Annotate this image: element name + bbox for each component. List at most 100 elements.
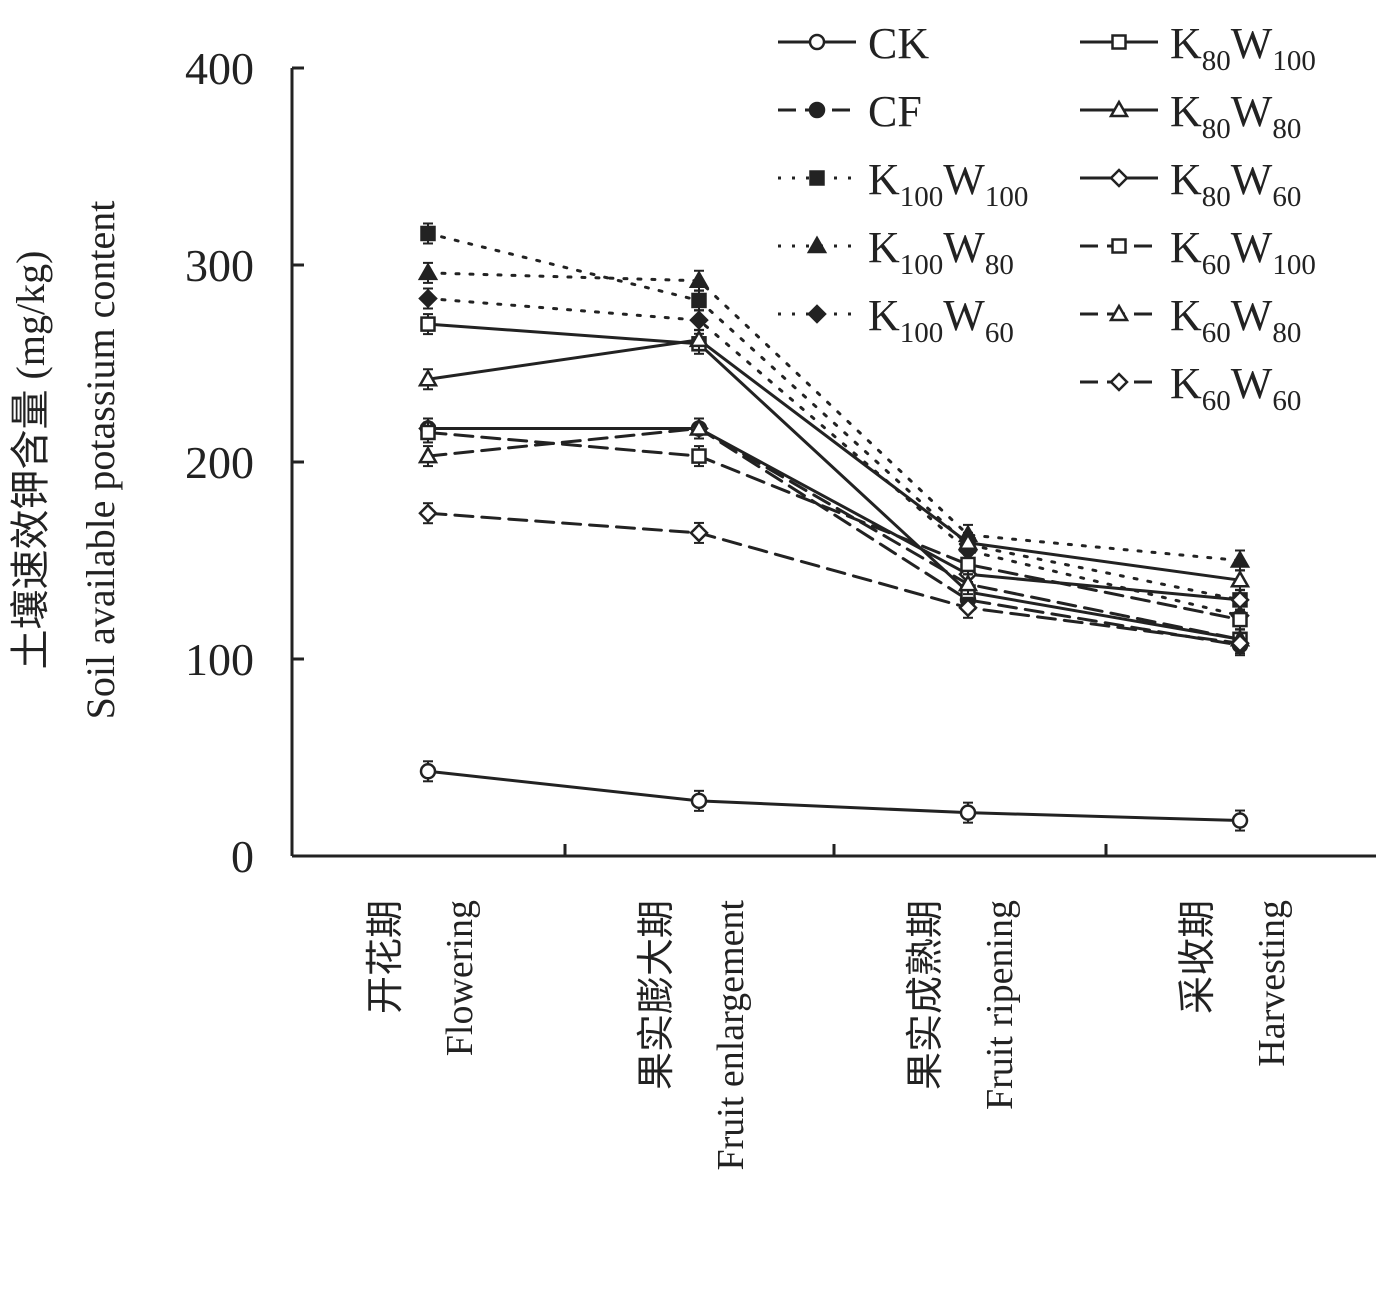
legend-item-K60W100: K60W100	[1080, 223, 1316, 281]
series-K60W100	[420, 421, 1248, 631]
legend-item-CK: CK	[778, 19, 929, 68]
point-K100W60-0	[418, 288, 438, 309]
legend-label-main-K60W80-1: W	[1231, 291, 1273, 340]
legend-item-K60W80: K60W80	[1080, 291, 1301, 349]
legend-label-main-K60W80-0: K	[1170, 291, 1202, 340]
point-K100W80-3	[1229, 549, 1251, 568]
legend-label-main-K60W100-1: W	[1231, 223, 1273, 272]
x-category-label-cn-2: 果实成熟期	[905, 900, 947, 1090]
point-K60W100-0	[420, 424, 436, 441]
legend-label-sub-K80W100-0: 80	[1202, 45, 1231, 77]
point-K80W80-2	[957, 532, 979, 551]
y-tick-label-300: 300	[185, 240, 254, 291]
series-CK	[419, 760, 1249, 832]
legend-marker-K60W80	[1108, 303, 1130, 322]
legend-label-K100W100: K100W100	[868, 155, 1028, 213]
legend-item-K60W60: K60W60	[1080, 359, 1301, 417]
x-category-label-cn-0: 开花期	[365, 900, 407, 1014]
legend-marker-K80W60	[1109, 168, 1129, 188]
point-K60W100-1	[691, 448, 707, 464]
legend-marker-K80W100	[1111, 34, 1127, 50]
legend-label-K100W80: K100W80	[868, 223, 1014, 281]
legend-label-sub-K60W100-1: 100	[1272, 249, 1316, 281]
point-K80W80-0	[417, 368, 439, 387]
point-K60W100-3	[1232, 611, 1248, 628]
legend-label-K100W60: K100W60	[868, 291, 1014, 349]
legend-label-sub-K60W60-1: 60	[1272, 385, 1301, 417]
series-K100W100	[420, 222, 1248, 611]
legend: CKCFK100W100K100W80K100W60K80W100K80W80K…	[778, 19, 1316, 417]
x-category-label-en-2: Fruit ripening	[979, 900, 1021, 1110]
legend-item-K100W100: K100W100	[778, 155, 1028, 213]
legend-label-K80W60: K80W60	[1170, 155, 1301, 213]
legend-label-sub-K80W80-1: 80	[1272, 113, 1301, 145]
series-line-K80W100	[426, 322, 1242, 641]
point-K60W60-2	[958, 598, 978, 618]
legend-label-main-K80W80-0: K	[1170, 87, 1202, 136]
point-K80W80-3	[1229, 569, 1251, 588]
y-tick-label-0: 0	[231, 831, 254, 882]
legend-label-sub-K100W80-0: 100	[900, 249, 944, 281]
legend-label-K60W60: K60W60	[1170, 359, 1301, 417]
series-line-K80W80	[426, 338, 1242, 582]
point-K100W80-1	[688, 270, 710, 289]
legend-label-main-K80W100-0: K	[1170, 19, 1202, 68]
legend-label-CF: CF	[868, 87, 922, 136]
point-K80W80-1	[688, 329, 710, 348]
legend-marker-K100W100	[809, 170, 825, 186]
legend-item-K80W60: K80W60	[1080, 155, 1301, 213]
x-category-label-cn-1: 果实膨大期	[636, 900, 678, 1090]
legend-label-sub-K100W60-0: 100	[900, 317, 944, 349]
series-line-K60W100	[426, 430, 1242, 622]
legend-marker-K60W100	[1111, 238, 1127, 254]
legend-label-main-K60W60-1: W	[1231, 359, 1273, 408]
y-axis-title-en: Soil available potassium content	[78, 201, 123, 720]
legend-item-K100W80: K100W80	[778, 223, 1014, 281]
axis-labels: 土壤速效钾含量 (mg/kg) Soil available potassium …	[8, 201, 1293, 1171]
series-K60W80	[417, 417, 1251, 651]
axes: 0 100 200 300 400	[185, 43, 1376, 882]
legend-marker-K60W60	[1109, 372, 1129, 392]
legend-marker-CF	[808, 101, 826, 119]
point-K60W80-0	[417, 445, 439, 464]
legend-label-main-K60W60-0: K	[1170, 359, 1202, 408]
legend-label-sub-K80W60-0: 80	[1202, 181, 1231, 213]
point-K60W60-3	[1230, 633, 1250, 654]
series-layer	[417, 222, 1251, 832]
legend-label-sub-K60W80-0: 60	[1202, 317, 1231, 349]
point-K100W100-0	[420, 225, 436, 242]
legend-label-main-K80W60-0: K	[1170, 155, 1202, 204]
series-K100W80	[417, 261, 1251, 572]
legend-marker-K80W80	[1108, 99, 1130, 118]
legend-label-main-K100W100-1: W	[943, 155, 985, 204]
series-K60W60	[418, 502, 1250, 655]
point-K80W60-3	[1230, 590, 1250, 610]
legend-label-sub-K60W80-1: 80	[1272, 317, 1301, 349]
legend-label-sub-K100W100-1: 100	[985, 181, 1029, 213]
series-line-K100W60	[426, 296, 1242, 618]
point-CK-3	[1231, 812, 1249, 829]
point-K100W80-0	[417, 262, 439, 281]
legend-label-main-K60W100-0: K	[1170, 223, 1202, 272]
legend-label-main-K100W100-0: K	[868, 155, 900, 204]
legend-label-sub-K60W100-0: 60	[1202, 249, 1231, 281]
legend-label-main-K80W80-1: W	[1231, 87, 1273, 136]
point-K60W60-0	[418, 503, 438, 523]
legend-label-sub-K80W80-0: 80	[1202, 113, 1231, 145]
legend-label-sub-K80W60-1: 60	[1272, 181, 1301, 213]
point-K60W60-1	[689, 523, 709, 543]
point-CK-2	[959, 804, 977, 821]
series-line-CK	[426, 769, 1242, 823]
legend-label-sub-K80W100-1: 100	[1272, 45, 1316, 77]
legend-label-sub-K100W100-0: 100	[900, 181, 944, 213]
series-line-CF	[426, 427, 1242, 647]
legend-label-main-K80W100-1: W	[1231, 19, 1273, 68]
legend-label-sub-K100W80-1: 80	[985, 249, 1014, 281]
y-tick-label-400: 400	[185, 43, 254, 94]
point-K100W60-1	[689, 310, 709, 330]
legend-label-K80W100: K80W100	[1170, 19, 1316, 77]
point-K60W80-1	[688, 417, 710, 436]
legend-label-sub-K60W60-0: 60	[1202, 385, 1231, 417]
point-CK-0	[419, 763, 437, 780]
